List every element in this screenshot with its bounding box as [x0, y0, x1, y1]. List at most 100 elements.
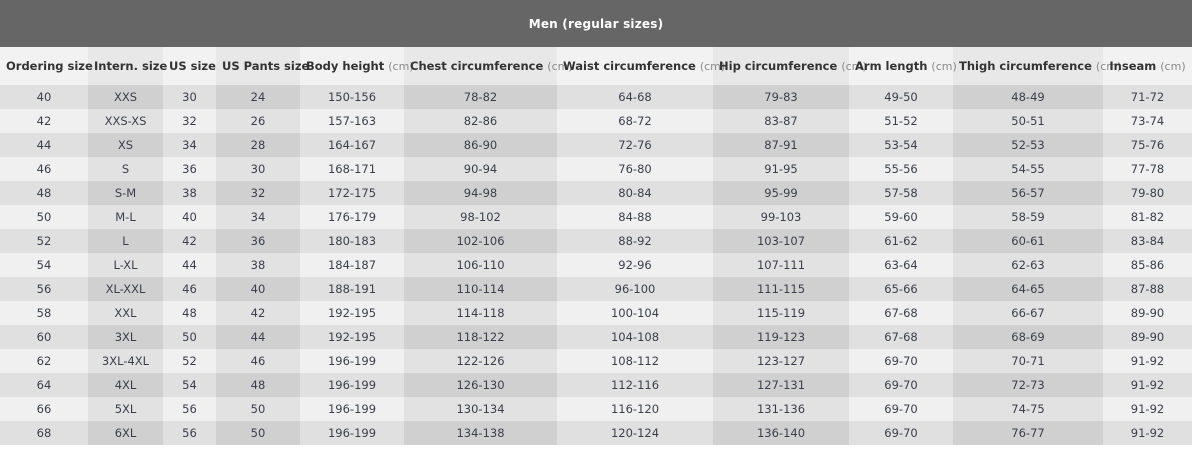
table-cell: 60	[0, 325, 88, 349]
column-header-hip-circumference: Hip circumference (cm)	[713, 47, 867, 85]
table-row: 44 XS 34 28 164-167 86-90 72-76 87-91 53-54 52-53…	[0, 133, 1192, 157]
table-cell: 44	[216, 325, 300, 349]
table-cell: 30	[163, 85, 216, 109]
table-cell: 89-90	[1103, 301, 1192, 325]
table-cell: 50	[163, 325, 216, 349]
column-header-intern-size: Intern. size	[88, 47, 167, 85]
column-header-label: Body height	[306, 59, 385, 73]
table-cell: 131-136	[713, 397, 849, 421]
table-cell: XL-XXL	[88, 277, 163, 301]
table-cell: 70-71	[953, 349, 1103, 373]
table-cell: 4XL	[88, 373, 163, 397]
table-cell: 116-120	[557, 397, 713, 421]
table-cell: 48	[0, 181, 88, 205]
table-cell: 80-84	[557, 181, 713, 205]
table-cell: 78-82	[404, 85, 557, 109]
table-cell: 51-52	[849, 109, 953, 133]
table-cell: 67-68	[849, 325, 953, 349]
table-cell: XXS-XS	[88, 109, 163, 133]
table-cell: 54-55	[953, 157, 1103, 181]
table-cell: 26	[216, 109, 300, 133]
table-cell: 64	[0, 373, 88, 397]
table-cell: 50-51	[953, 109, 1103, 133]
column-header-label: Ordering size	[6, 59, 93, 73]
table-cell: 136-140	[713, 421, 849, 445]
column-header-label: Chest circumference	[410, 59, 544, 73]
table-cell: 66	[0, 397, 88, 421]
table-cell: 50	[216, 421, 300, 445]
table-cell: 168-171	[300, 157, 404, 181]
table-cell: 46	[216, 349, 300, 373]
table-cell: 68-69	[953, 325, 1103, 349]
table-cell: 76-77	[953, 421, 1103, 445]
table-cell: 196-199	[300, 349, 404, 373]
table-cell: 38	[216, 253, 300, 277]
table-cell: 111-115	[713, 277, 849, 301]
column-header-unit: (cm)	[1160, 60, 1186, 73]
column-header-us-size: US size	[163, 47, 216, 85]
table-cell: 196-199	[300, 373, 404, 397]
table-cell: 82-86	[404, 109, 557, 133]
table-cell: 71-72	[1103, 85, 1192, 109]
table-cell: S-M	[88, 181, 163, 205]
table-row: 46 S 36 30 168-171 90-94 76-80 91-95 55-56 54-55 7…	[0, 157, 1192, 181]
table-cell: 112-116	[557, 373, 713, 397]
table-cell: 76-80	[557, 157, 713, 181]
table-cell: 65-66	[849, 277, 953, 301]
table-row: 62 3XL-4XL 52 46 196-199 122-126 108-112 123-12…	[0, 349, 1192, 373]
table-cell: 68-72	[557, 109, 713, 133]
table-cell: 150-156	[300, 85, 404, 109]
column-header-inseam: Inseam (cm)	[1103, 47, 1192, 85]
table-head: Men (regular sizes) Ordering size Intern.…	[0, 0, 1192, 85]
table-cell: 94-98	[404, 181, 557, 205]
column-header-label: Inseam	[1109, 59, 1157, 73]
men-regular-sizes-table: Men (regular sizes) Ordering size Intern.…	[0, 0, 1192, 445]
column-header-chest-circumference: Chest circumference (cm)	[404, 47, 573, 85]
table-row: 54 L-XL 44 38 184-187 106-110 92-96 107-111 63-6…	[0, 253, 1192, 277]
table-row: 40 XXS 30 24 150-156 78-82 64-68 79-83 49-50 48-4…	[0, 85, 1192, 109]
table-cell: 196-199	[300, 421, 404, 445]
table-cell: 74-75	[953, 397, 1103, 421]
table-cell: 172-175	[300, 181, 404, 205]
table-cell: 34	[163, 133, 216, 157]
table-cell: 103-107	[713, 229, 849, 253]
table-cell: 83-87	[713, 109, 849, 133]
column-header-waist-circumference: Waist circumference (cm)	[557, 47, 725, 85]
table-cell: 32	[163, 109, 216, 133]
table-cell: 44	[163, 253, 216, 277]
table-cell: 6XL	[88, 421, 163, 445]
table-cell: 36	[216, 229, 300, 253]
table-cell: 115-119	[713, 301, 849, 325]
table-cell: 81-82	[1103, 205, 1192, 229]
table-cell: 56-57	[953, 181, 1103, 205]
table-cell: 88-92	[557, 229, 713, 253]
table-cell: 85-86	[1103, 253, 1192, 277]
column-header-unit: (cm)	[931, 60, 957, 73]
table-cell: 40	[216, 277, 300, 301]
table-cell: 87-91	[713, 133, 849, 157]
table-cell: 69-70	[849, 349, 953, 373]
table-cell: 72-76	[557, 133, 713, 157]
table-cell: 79-80	[1103, 181, 1192, 205]
table-cell: 64-68	[557, 85, 713, 109]
table-cell: 134-138	[404, 421, 557, 445]
table-cell: 52	[0, 229, 88, 253]
table-cell: 91-92	[1103, 421, 1192, 445]
column-header-body-height: Body height (cm)	[300, 47, 414, 85]
table-cell: XXL	[88, 301, 163, 325]
table-cell: 130-134	[404, 397, 557, 421]
table-cell: 62-63	[953, 253, 1103, 277]
table-cell: 107-111	[713, 253, 849, 277]
table-cell: 53-54	[849, 133, 953, 157]
table-cell: 89-90	[1103, 325, 1192, 349]
table-cell: 180-183	[300, 229, 404, 253]
table-cell: L-XL	[88, 253, 163, 277]
table-cell: 164-167	[300, 133, 404, 157]
table-body: 40 XXS 30 24 150-156 78-82 64-68 79-83 49-50 48-4…	[0, 85, 1192, 445]
table-cell: 54	[163, 373, 216, 397]
table-cell: 99-103	[713, 205, 849, 229]
table-cell: 3XL-4XL	[88, 349, 163, 373]
table-cell: 56	[163, 397, 216, 421]
table-row: 48 S-M 38 32 172-175 94-98 80-84 95-99 57-58 56-5…	[0, 181, 1192, 205]
table-cell: 59-60	[849, 205, 953, 229]
